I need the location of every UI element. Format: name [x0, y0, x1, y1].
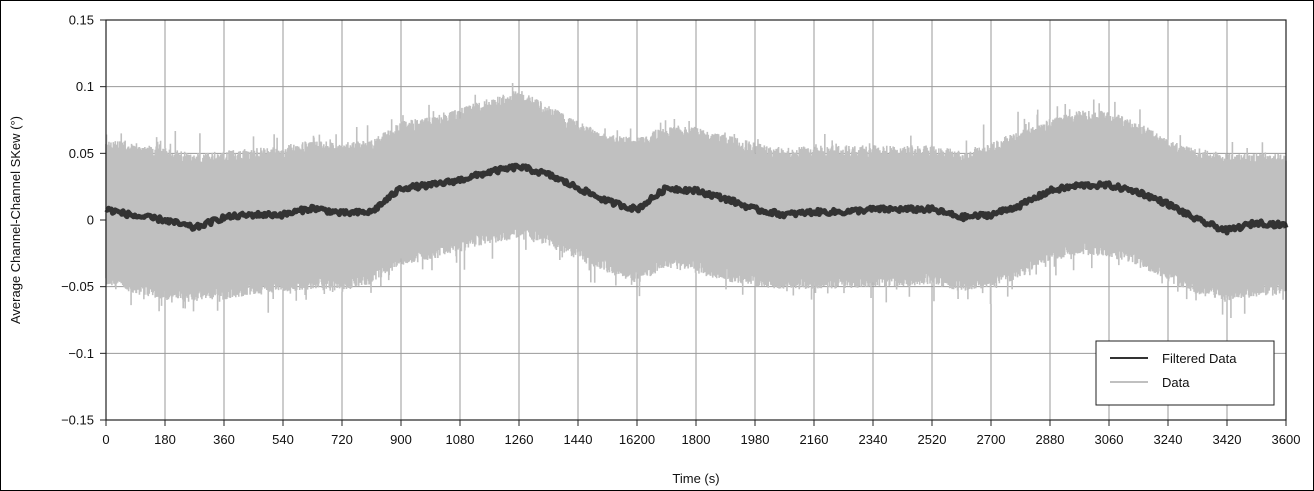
x-axis-title: Time (s) [672, 471, 719, 486]
x-tick-label: 2520 [918, 432, 947, 447]
x-tick-label: 0 [102, 432, 109, 447]
filtered-data-line [104, 162, 1289, 236]
y-axis-title: Average Channel-Channel SKew (°) [8, 116, 23, 324]
x-tick-label: 2160 [800, 432, 829, 447]
y-tick-label: −0.15 [61, 413, 94, 428]
x-tick-label: 2340 [859, 432, 888, 447]
y-tick-label: 0.1 [76, 79, 94, 94]
x-tick-label: 540 [272, 432, 294, 447]
x-tick-label: 360 [213, 432, 235, 447]
y-axis-ticks: −0.15 −0.1 −0.05 0 0.05 0.1 0.15 [61, 13, 106, 428]
filtered-series [104, 162, 1289, 236]
x-tick-label: 1980 [741, 432, 770, 447]
x-tick-label: 1440 [564, 432, 593, 447]
legend-label-filtered-data: Filtered Data [1162, 351, 1237, 366]
x-axis-ticks: 0 180 360 540 720 900 1080 1260 1440 16200 1800 198… [102, 420, 1300, 447]
x-tick-label: 1080 [446, 432, 475, 447]
x-tick-label: 900 [390, 432, 412, 447]
y-tick-label: −0.05 [61, 279, 94, 294]
y-tick-label: 0.15 [69, 13, 94, 28]
x-tick-label: 180 [154, 432, 176, 447]
x-tick-label: 2700 [977, 432, 1006, 447]
legend-label-data: Data [1162, 375, 1190, 390]
x-tick-label: 3060 [1095, 432, 1124, 447]
x-tick-label: 16200 [619, 432, 655, 447]
x-tick-label: 3420 [1213, 432, 1242, 447]
legend-box [1095, 340, 1275, 406]
x-tick-label: 3240 [1154, 432, 1183, 447]
x-tick-label: 1260 [505, 432, 534, 447]
x-tick-label: 3600 [1272, 432, 1301, 447]
y-tick-label: −0.1 [68, 346, 94, 361]
legend: Filtered Data Data [1095, 340, 1275, 406]
y-tick-label: 0.05 [69, 146, 94, 161]
x-tick-label: 2880 [1036, 432, 1065, 447]
y-tick-label: 0 [87, 213, 94, 228]
x-tick-label: 1800 [682, 432, 711, 447]
x-tick-label: 720 [331, 432, 353, 447]
